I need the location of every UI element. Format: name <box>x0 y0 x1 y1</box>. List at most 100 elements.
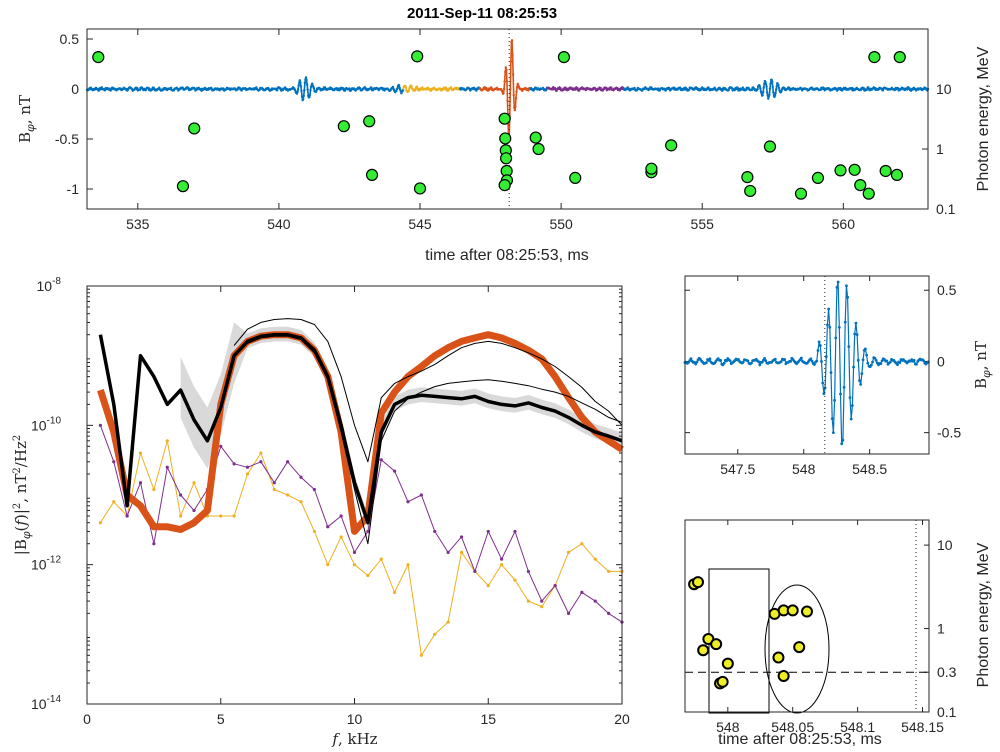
photon-zoom-marker <box>710 638 723 651</box>
top-photon-marker <box>411 50 424 63</box>
top-photons <box>92 50 906 200</box>
spectrum-point-yellow <box>459 550 464 554</box>
photon-zoom-marker <box>691 576 704 589</box>
spectrum-point-purple <box>272 481 276 485</box>
spectrum-ticks: 0 5 10 15 20 10-8 10-10 10-12 10-14 <box>31 276 630 727</box>
top-photon-marker <box>557 51 571 64</box>
zoom-waveform-point <box>757 360 760 364</box>
spectrum-point-yellow <box>259 451 263 455</box>
spectrum-point-purple <box>513 529 517 534</box>
photon-zoom-xtick-label: 548 <box>716 719 740 735</box>
top-photon-marker <box>890 168 904 182</box>
top-waveform-segment <box>512 74 515 96</box>
spectrum-ytick-label: 10-14 <box>31 694 61 712</box>
zoom-waveform-point <box>737 358 740 361</box>
top-xtick-label: 550 <box>549 216 573 232</box>
zoom-waveform-point <box>846 295 850 299</box>
spectrum-line-black-thin-lower <box>233 335 623 545</box>
zoom-waveform-point <box>871 360 874 364</box>
photon-zoom-marker <box>777 670 790 683</box>
spectrum-point-purple <box>553 584 557 588</box>
photon-zoom-marker <box>697 644 710 657</box>
zoom-waveform-point <box>725 359 728 363</box>
spectrum-point-yellow <box>540 605 544 609</box>
photon-zoom-axes-box <box>684 519 930 713</box>
zoom-waveform-point <box>885 359 889 363</box>
spectrum-ytick-label: 10-12 <box>31 555 61 573</box>
top-xtick-label: 535 <box>126 216 150 232</box>
zoom-waveform-point <box>874 358 878 362</box>
zoom-waveform-point <box>827 307 831 311</box>
zoom-waveform-point <box>719 359 723 362</box>
top-photon-marker <box>92 51 105 64</box>
top-photon-marker <box>862 187 875 200</box>
zoom-waveform-point <box>873 356 877 360</box>
photon-zoom-marker <box>721 657 734 670</box>
zoom-waveform-point <box>840 442 844 446</box>
zoom-ytick-label: 0.5 <box>937 282 957 298</box>
spectrum-point-yellow <box>433 632 437 636</box>
top-waveform-segment <box>511 54 514 75</box>
photon-zoom-xlabel: time after 08:25:53, ms <box>718 731 882 748</box>
spectrum-point-purple <box>486 529 490 534</box>
zoom-waveform-point <box>809 357 813 361</box>
spectrum-point-yellow <box>393 590 397 594</box>
top-xtick-label: 545 <box>408 216 432 232</box>
spectrum-point-yellow <box>219 514 223 518</box>
spectrum-point-yellow <box>500 563 504 567</box>
top-waveform-segment <box>303 82 306 91</box>
spectrum-point-purple <box>326 525 330 529</box>
spectrum-point-purple <box>352 550 357 554</box>
zoom-waveform-point <box>898 361 902 365</box>
spectrum-ytick-exponent: -12 <box>47 555 62 566</box>
zoom-waveform-point <box>799 356 803 360</box>
zoom-waveform-point <box>879 362 883 366</box>
photon-zoom-marker <box>772 651 785 664</box>
zoom-waveform-point <box>836 280 840 284</box>
photon-zoom-ytick-label: 0.1 <box>937 704 957 720</box>
spectrum-point-yellow <box>138 451 143 455</box>
top-photon-marker <box>834 164 847 177</box>
zoom-waveform-point <box>750 361 753 365</box>
spectrum-point-purple <box>232 462 236 466</box>
spectrum-point-yellow <box>112 500 116 504</box>
top-ytick-label: -1 <box>67 181 80 197</box>
spectrum-point-yellow <box>607 569 611 574</box>
top-photon-marker <box>868 51 881 64</box>
spectrum-point-purple <box>112 460 116 464</box>
top-photon-marker <box>413 182 427 195</box>
spectrum-point-purple <box>125 514 129 518</box>
top-grid: 535 540 545 550 555 560 0.5 0 -0.5 -1 10 1 0.1 <box>55 29 956 232</box>
photon-zoom-ylabel-right: Photon energy, MeV <box>975 542 992 687</box>
zoom-xtick-label: 547.5 <box>720 461 755 477</box>
spectrum-point-purple <box>286 460 290 464</box>
zoom-waveform-point <box>839 392 842 396</box>
spectrum-point-yellow <box>593 557 597 561</box>
zoom-waveform-point <box>817 340 821 344</box>
photon-zoom-marker <box>786 604 799 617</box>
zoom-waveform-point <box>746 359 750 363</box>
top-ytick-right-label: 10 <box>936 81 952 97</box>
spectrum-point-purple <box>607 611 611 615</box>
top-photon-marker <box>498 179 511 192</box>
zoom-waveform-point <box>866 361 870 365</box>
top-photon-marker <box>498 112 511 125</box>
spectrum-point-yellow <box>419 653 423 657</box>
zoom-waveform-point <box>855 333 859 337</box>
top-waveform-segment <box>510 42 513 62</box>
zoom-waveform-point <box>812 363 816 366</box>
spectrum-point-yellow <box>352 563 357 567</box>
zoom-waveform-point <box>837 325 841 329</box>
top-photon-marker <box>569 171 582 184</box>
zoom-xtick-label: 548 <box>792 461 816 477</box>
spectrum-xtick-label: 20 <box>614 711 630 727</box>
zoom-waveform-point <box>842 385 846 389</box>
spectrum-xtick-label: 5 <box>217 711 225 727</box>
spectrum-point-purple <box>299 475 303 479</box>
spectrum-point-yellow <box>245 472 250 476</box>
photon-zoom-ytick-label: 10 <box>937 537 953 553</box>
spectrum-point-yellow <box>232 514 236 518</box>
spectrum-point-purple <box>593 599 597 603</box>
zoom-waveform-point <box>848 396 852 400</box>
top-photon-marker <box>532 142 545 156</box>
